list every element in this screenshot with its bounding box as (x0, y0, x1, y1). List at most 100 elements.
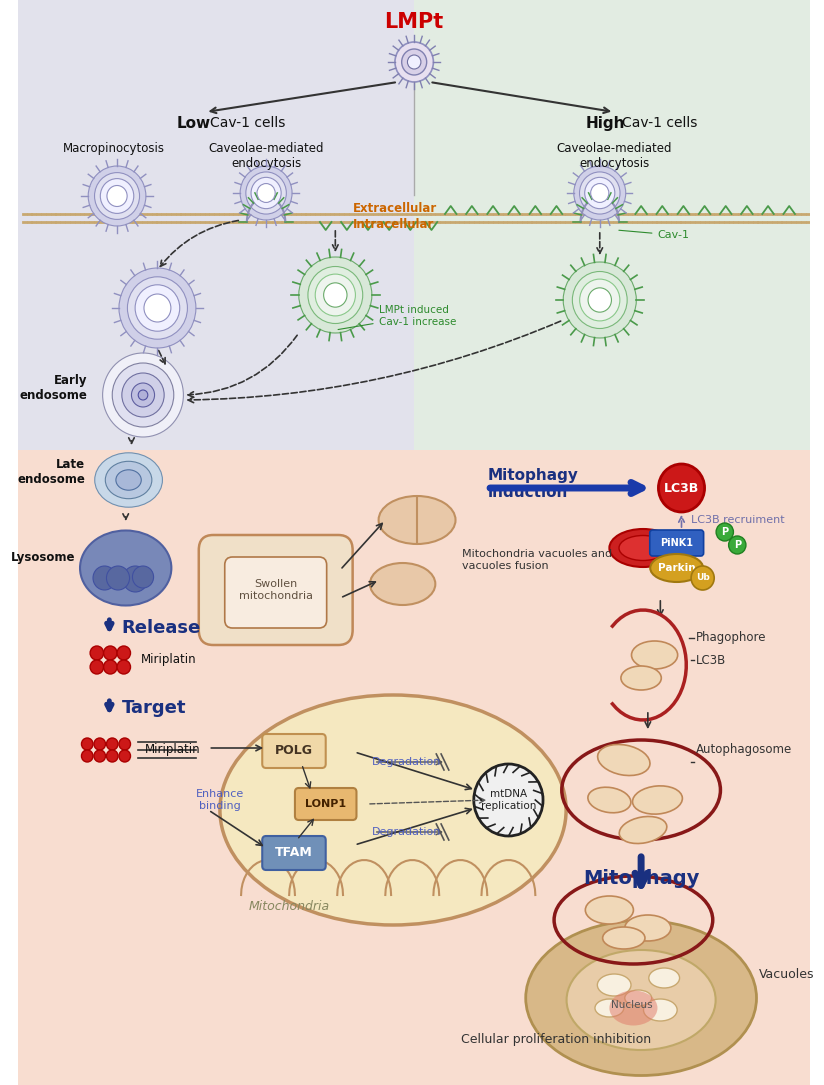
Ellipse shape (633, 786, 682, 814)
Ellipse shape (621, 666, 662, 690)
Circle shape (119, 750, 130, 762)
FancyBboxPatch shape (262, 733, 325, 768)
Circle shape (308, 267, 363, 323)
Text: Mitophagy: Mitophagy (583, 868, 700, 888)
Circle shape (251, 177, 281, 208)
Text: LMPt: LMPt (385, 12, 444, 31)
Ellipse shape (620, 817, 667, 843)
Text: Release: Release (122, 620, 201, 637)
Text: Swollen
mitochondria: Swollen mitochondria (239, 579, 312, 601)
Circle shape (591, 183, 609, 203)
Text: Intracellular: Intracellular (353, 217, 434, 230)
Text: Vacuoles: Vacuoles (758, 969, 814, 982)
Circle shape (133, 566, 153, 588)
Text: Lysosome: Lysosome (12, 551, 76, 564)
Text: Miriplatin: Miriplatin (145, 743, 200, 756)
Circle shape (585, 177, 615, 208)
Circle shape (90, 660, 104, 674)
Circle shape (94, 738, 105, 750)
Text: LC3B: LC3B (696, 653, 726, 666)
Circle shape (144, 294, 171, 322)
Circle shape (94, 750, 105, 762)
Circle shape (119, 268, 196, 348)
Circle shape (240, 166, 292, 220)
Circle shape (82, 750, 93, 762)
Text: LONP1: LONP1 (305, 799, 346, 809)
Text: High: High (585, 116, 625, 131)
Circle shape (122, 373, 164, 417)
Ellipse shape (625, 990, 652, 1006)
Circle shape (716, 523, 733, 541)
Circle shape (474, 764, 543, 837)
FancyBboxPatch shape (225, 557, 326, 628)
Bar (18, 0, 414, 450)
FancyBboxPatch shape (295, 788, 357, 820)
Text: Ub: Ub (695, 574, 709, 583)
Circle shape (658, 464, 705, 512)
Ellipse shape (105, 461, 152, 499)
Text: P: P (733, 540, 741, 550)
Text: LC3B: LC3B (664, 482, 699, 495)
Circle shape (407, 55, 421, 69)
Circle shape (135, 284, 180, 331)
Circle shape (728, 536, 746, 554)
Circle shape (324, 283, 347, 307)
Circle shape (119, 738, 130, 750)
Circle shape (106, 738, 118, 750)
Circle shape (93, 566, 116, 590)
Text: TFAM: TFAM (275, 846, 313, 859)
Text: P: P (721, 527, 728, 537)
Ellipse shape (610, 991, 658, 1025)
Circle shape (574, 166, 625, 220)
Ellipse shape (597, 974, 631, 996)
FancyBboxPatch shape (262, 837, 325, 870)
Ellipse shape (116, 470, 141, 490)
Bar (18, 450, 810, 1085)
Text: Enhance
binding: Enhance binding (196, 789, 244, 810)
Ellipse shape (595, 999, 624, 1017)
Text: POLG: POLG (275, 744, 313, 757)
Circle shape (573, 271, 627, 329)
Circle shape (395, 42, 433, 82)
Text: Cav-1: Cav-1 (619, 230, 690, 240)
Text: Target: Target (122, 699, 186, 717)
Ellipse shape (567, 950, 715, 1050)
Circle shape (101, 179, 133, 214)
Circle shape (90, 646, 104, 660)
Text: mtDNA
replication: mtDNA replication (480, 789, 536, 810)
Text: Phagophore: Phagophore (696, 631, 766, 644)
Ellipse shape (80, 531, 171, 605)
Circle shape (117, 660, 130, 674)
Text: Cav-1 cells: Cav-1 cells (622, 116, 697, 130)
Ellipse shape (602, 927, 645, 949)
Text: Late
endosome: Late endosome (17, 458, 86, 486)
Ellipse shape (526, 920, 756, 1075)
Text: Parkin: Parkin (658, 563, 695, 573)
FancyBboxPatch shape (199, 535, 353, 644)
Circle shape (88, 166, 146, 226)
Circle shape (132, 383, 155, 407)
Text: Extracellular: Extracellular (353, 202, 437, 215)
Text: Cellular proliferation inhibition: Cellular proliferation inhibition (461, 1034, 652, 1047)
Ellipse shape (648, 968, 680, 988)
Circle shape (104, 660, 117, 674)
Bar (414, 0, 810, 450)
Ellipse shape (644, 999, 677, 1021)
Circle shape (106, 566, 129, 590)
Circle shape (128, 277, 187, 340)
Circle shape (82, 738, 93, 750)
Circle shape (564, 261, 636, 339)
Text: Macropinocytosis: Macropinocytosis (63, 142, 165, 155)
Ellipse shape (619, 536, 667, 561)
Ellipse shape (610, 529, 677, 567)
Text: Degradation: Degradation (372, 757, 441, 767)
Text: PiNK1: PiNK1 (660, 538, 693, 548)
Circle shape (117, 646, 130, 660)
Text: Autophagosome: Autophagosome (696, 743, 792, 756)
Circle shape (316, 275, 355, 316)
Circle shape (106, 750, 118, 762)
Ellipse shape (625, 915, 671, 941)
Circle shape (401, 49, 427, 75)
Circle shape (103, 353, 184, 437)
Circle shape (579, 279, 620, 321)
